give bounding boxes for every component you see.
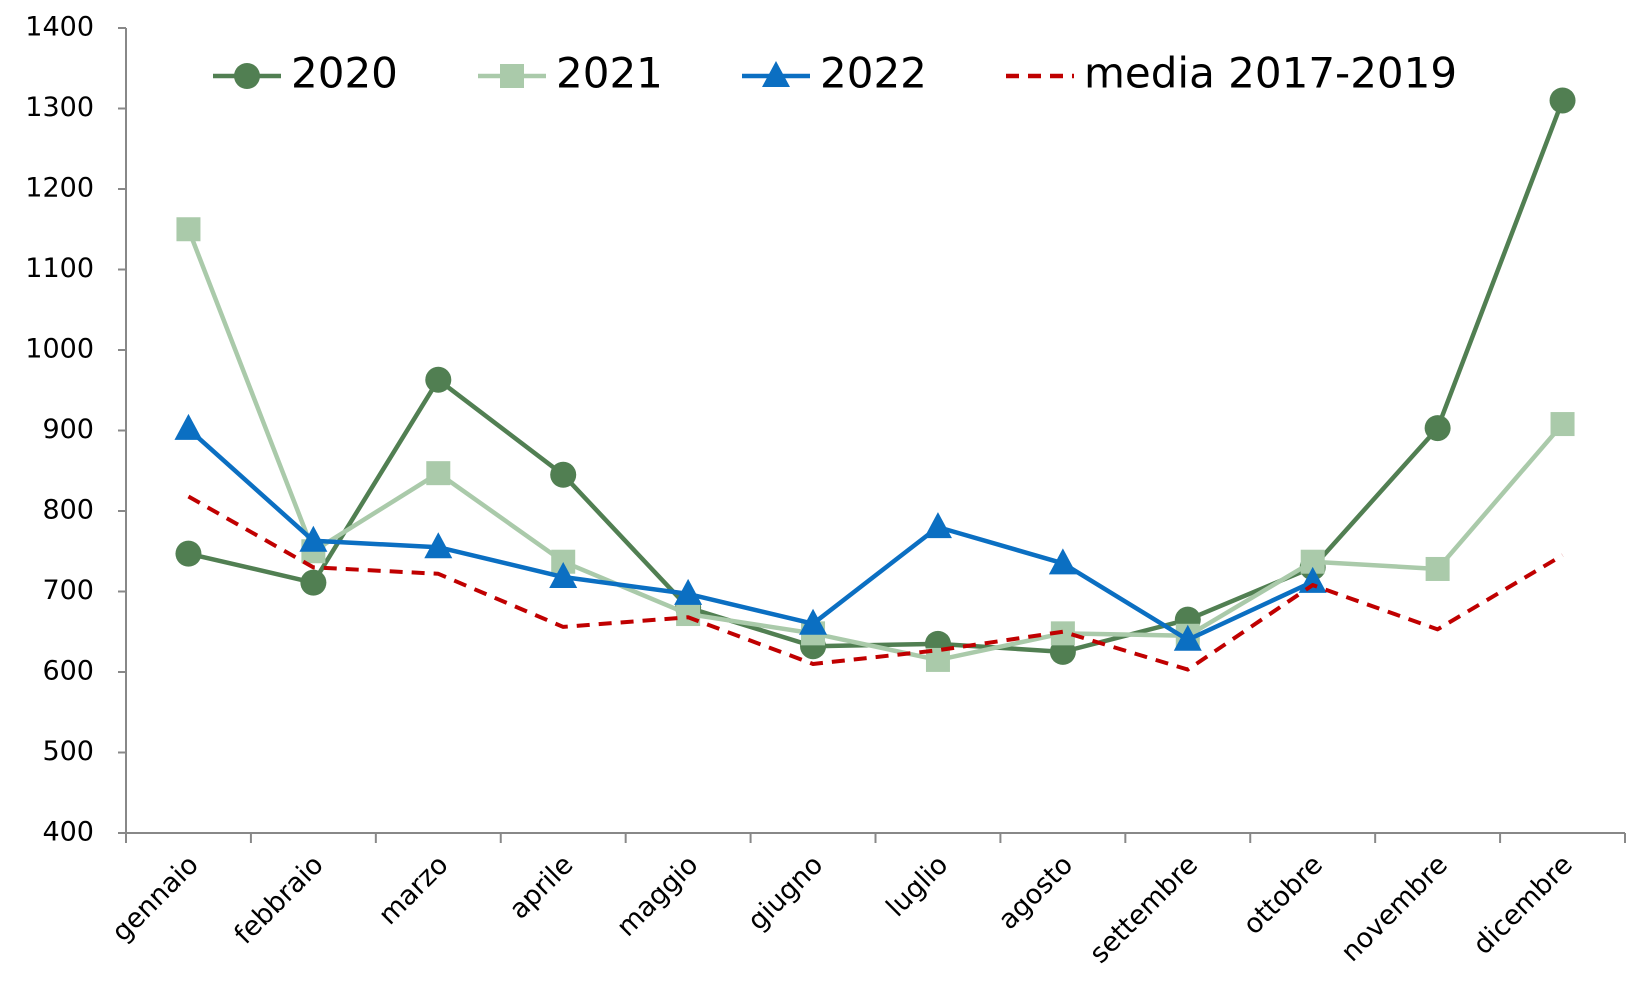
- data-point: [1425, 556, 1450, 581]
- y-tick-label: 1300: [25, 92, 94, 123]
- data-point: [1048, 548, 1077, 575]
- series-line: [187, 99, 1565, 655]
- data-point: [923, 512, 952, 539]
- x-tick-label: agosto: [993, 849, 1080, 936]
- data-point: [425, 366, 452, 393]
- legend-label: 2021: [556, 49, 663, 98]
- data-point: [549, 562, 578, 589]
- legend-item: 2020: [213, 49, 398, 98]
- legend-label: 2020: [291, 49, 398, 98]
- y-tick-label: 600: [42, 656, 94, 687]
- x-tick-label: settembre: [1084, 849, 1204, 969]
- data-point: [1049, 638, 1076, 665]
- x-tick-label: dicembre: [1467, 849, 1578, 960]
- y-tick-label: 500: [42, 736, 94, 767]
- data-point: [1173, 624, 1202, 651]
- data-point: [424, 532, 453, 559]
- data-point: [1550, 412, 1575, 437]
- y-tick-label: 1100: [25, 253, 94, 284]
- data-point: [426, 461, 451, 486]
- x-tick-label: maggio: [611, 849, 704, 942]
- legend-marker: [234, 63, 260, 89]
- x-tick-label: marzo: [373, 849, 455, 931]
- x-tick-label: novembre: [1335, 849, 1454, 968]
- y-tick-label: 900: [42, 414, 94, 445]
- legend-item: media 2017-2019: [1006, 49, 1457, 98]
- x-tick-label: aprile: [504, 849, 580, 925]
- x-tick-label: luglio: [880, 849, 954, 923]
- data-point: [1298, 566, 1327, 593]
- legend-marker: [500, 64, 524, 88]
- y-tick-label: 1400: [25, 12, 94, 43]
- data-point: [799, 608, 828, 635]
- data-point: [176, 217, 201, 242]
- y-tick-label: 800: [42, 495, 94, 526]
- legend-label: 2022: [820, 49, 927, 98]
- legend-label: media 2017-2019: [1084, 49, 1457, 98]
- y-tick-label: 700: [42, 575, 94, 606]
- y-tick-label: 1200: [25, 173, 94, 204]
- series-line: [186, 228, 1565, 663]
- legend-marker: [762, 61, 790, 87]
- legend-item: 2021: [478, 49, 663, 98]
- data-point: [174, 413, 203, 440]
- data-point: [175, 540, 202, 567]
- data-point: [550, 461, 577, 488]
- data-point: [674, 578, 703, 605]
- x-tick-label: ottobre: [1237, 849, 1329, 941]
- x-tick-label: gennaio: [106, 849, 205, 948]
- x-tick-label: giugno: [742, 849, 829, 936]
- data-point: [1424, 415, 1451, 442]
- series-line: [186, 427, 1314, 643]
- y-tick-label: 400: [42, 817, 94, 848]
- data-point: [300, 569, 327, 596]
- data-point: [299, 525, 328, 552]
- y-tick-label: 1000: [25, 334, 94, 365]
- data-point: [1549, 87, 1576, 114]
- x-tick-label: febbraio: [228, 849, 329, 950]
- legend-item: 2022: [742, 49, 927, 98]
- series-line: [187, 494, 1564, 672]
